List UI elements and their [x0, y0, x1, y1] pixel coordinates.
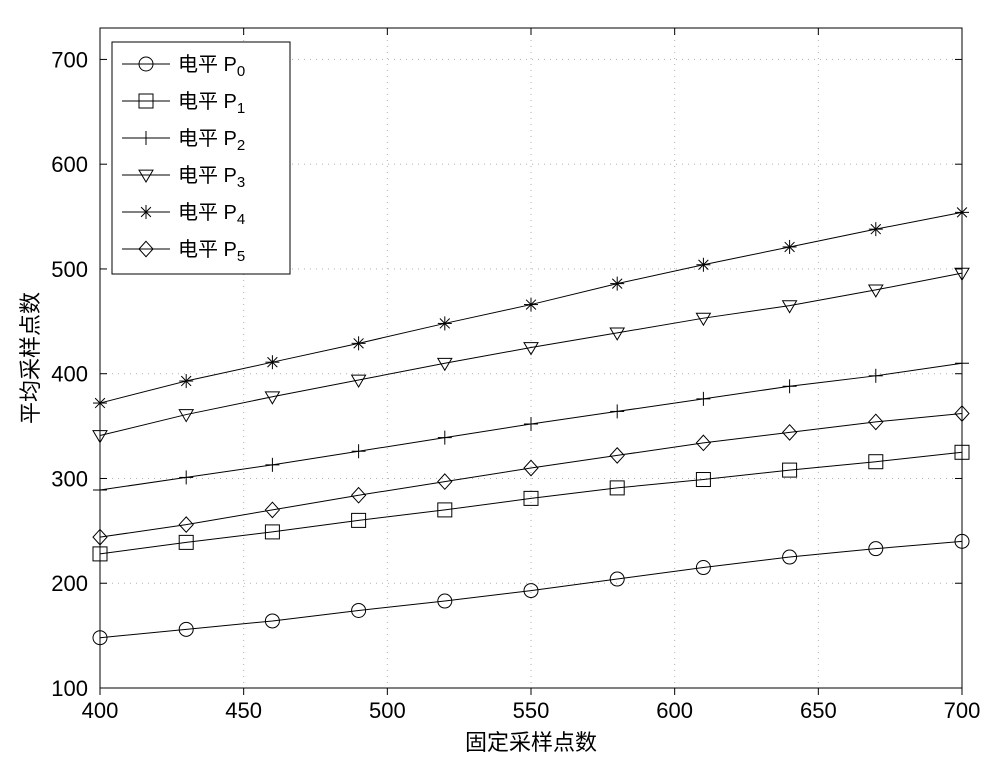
legend-label-1: 电平 P1 — [178, 90, 245, 117]
y-tick-label: 400 — [51, 362, 88, 387]
y-tick-label: 200 — [51, 571, 88, 596]
legend-label-3: 电平 P3 — [178, 164, 245, 191]
x-tick-label: 500 — [369, 698, 406, 723]
y-tick-label: 700 — [51, 47, 88, 72]
chart-container: 400 450 500 550 600 650 700 100 200 300 400 500 600 7… — [0, 0, 1000, 766]
y-axis-label: 平均采样点数 — [18, 292, 43, 424]
x-tick-label: 650 — [800, 698, 837, 723]
legend-label-0: 电平 P0 — [178, 53, 245, 80]
y-tick-label: 300 — [51, 466, 88, 491]
x-axis-label: 固定采样点数 — [465, 730, 597, 755]
y-tick-label: 500 — [51, 257, 88, 282]
x-tick-label: 450 — [225, 698, 262, 723]
y-tick-label: 100 — [51, 676, 88, 701]
line-chart: 400 450 500 550 600 650 700 100 200 300 400 500 600 7… — [0, 0, 1000, 766]
x-tick-label: 600 — [656, 698, 693, 723]
legend-label-2: 电平 P2 — [178, 127, 245, 154]
legend-label-4: 电平 P4 — [178, 201, 245, 228]
y-tick-label: 600 — [51, 152, 88, 177]
x-tick-label: 400 — [82, 698, 119, 723]
legend-label-5: 电平 P5 — [178, 238, 245, 265]
x-tick-label: 550 — [513, 698, 550, 723]
x-tick-label: 700 — [944, 698, 981, 723]
